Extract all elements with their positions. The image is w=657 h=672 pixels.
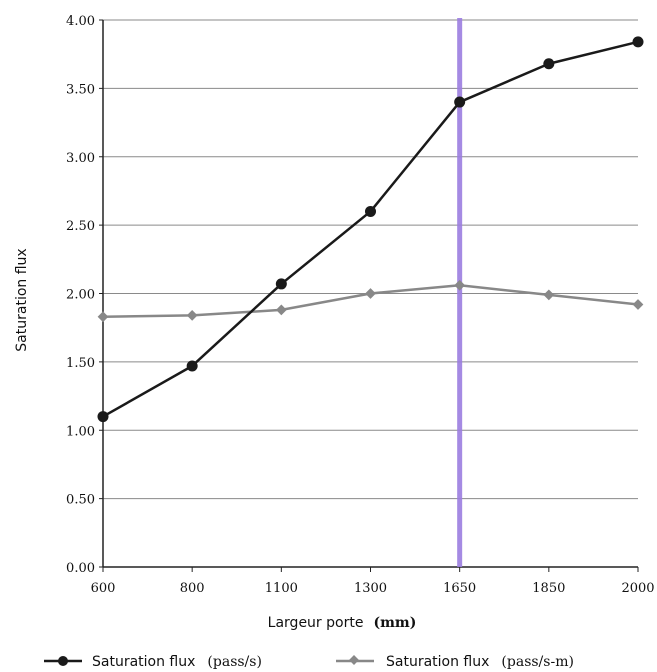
legend-item-series-1: Saturation flux (pass/s) (44, 653, 262, 670)
y-axis-title: Saturation flux (14, 248, 30, 351)
x-tick-label-6: 2000 (621, 581, 654, 596)
legend: Saturation flux (pass/s) Saturation flux… (44, 653, 574, 670)
data-point-series-1-2000 (632, 36, 644, 48)
data-point-series-2-600 (97, 311, 109, 323)
x-tick-labels: 600 800 1100 1300 1650 1850 2000 (91, 581, 655, 596)
y-tick-label-6: 3.00 (66, 151, 95, 166)
data-point-series-1-1300 (365, 205, 376, 217)
legend-item-series-2: Saturation flux (pass/s-m) (336, 653, 574, 670)
y-tick-label-8: 4.00 (66, 14, 95, 29)
legend-marker-series-1 (58, 656, 68, 666)
x-axis-title-text: Largeur porte (268, 615, 364, 631)
data-point-series-2-1650 (454, 279, 466, 291)
y-tick-label-3: 1.50 (66, 356, 95, 371)
x-axis-title-unit: (mm) (373, 615, 416, 631)
axes (99, 19, 639, 572)
y-tick-label-0: 0.00 (66, 561, 95, 576)
legend-label-series-2: Saturation flux (pass/s-m) (386, 653, 574, 670)
data-point-series-2-1850 (543, 289, 555, 301)
x-axis-title: Largeur porte (mm) (268, 614, 417, 631)
grid-lines (103, 19, 638, 500)
x-tick-label-5: 1850 (532, 581, 565, 596)
x-tick-label-1: 800 (180, 581, 205, 596)
y-tick-label-4: 2.00 (66, 288, 95, 303)
data-point-series-1-1100 (275, 278, 287, 290)
y-tick-labels: 0.00 0.50 1.00 1.50 2.00 2.50 3.00 3.50 4.00 (66, 14, 95, 576)
data-point-series-2-800 (186, 310, 198, 321)
data-point-series-1-1850 (543, 58, 555, 70)
series-line-1 (102, 40, 639, 418)
x-tick-label-3: 1300 (354, 581, 387, 596)
x-tick-label-2: 1100 (265, 581, 298, 596)
data-point-series-1-800 (186, 360, 198, 372)
legend-name-series-1: Saturation flux (92, 654, 195, 670)
x-tick-label-0: 600 (91, 581, 116, 596)
data-point-series-2-1300 (365, 288, 376, 299)
data-point-series-2-2000 (632, 299, 644, 310)
x-tick-label-4: 1650 (443, 581, 476, 596)
y-tick-label-5: 2.50 (66, 219, 95, 234)
legend-unit-series-1: (pass/s) (207, 654, 262, 670)
data-point-series-2-1100 (275, 304, 287, 316)
legend-unit-series-2: (pass/s-m) (501, 654, 574, 670)
data-point-series-1-1650 (454, 96, 466, 108)
y-tick-label-1: 0.50 (66, 493, 95, 508)
legend-name-series-2: Saturation flux (386, 654, 489, 670)
legend-label-series-1: Saturation flux (pass/s) (92, 653, 262, 670)
y-tick-label-7: 3.50 (66, 82, 95, 97)
data-point-series-1-600 (97, 411, 109, 423)
y-tick-label-2: 1.00 (66, 424, 95, 439)
legend-marker-series-2 (349, 655, 359, 665)
series-layer (97, 36, 644, 423)
